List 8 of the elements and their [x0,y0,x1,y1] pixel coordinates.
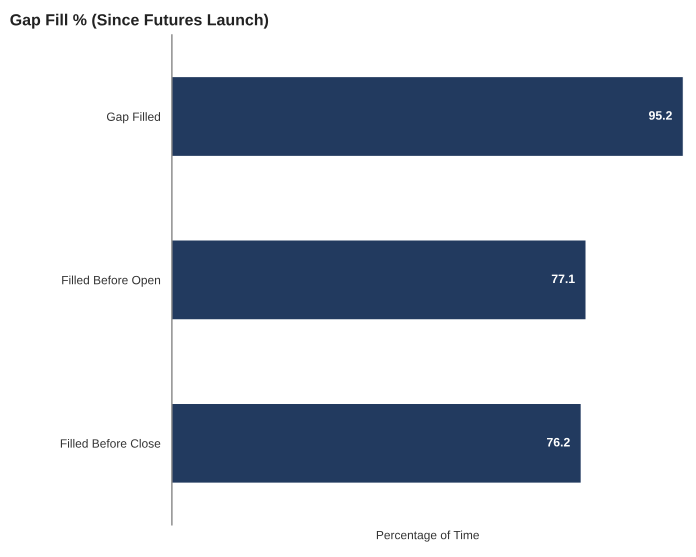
data-label: 76.2 [547,438,570,447]
y-tick-label: Gap Filled [106,112,160,124]
x-axis-title: Percentage of Time [376,530,479,542]
y-tick-label: Filled Before Open [62,276,160,287]
y-tick-label: Filled Before Close [60,438,160,448]
data-label: 95.2 [649,111,672,120]
data-label: 77.1 [552,274,575,284]
chart-title: Gap Fill % (Since Futures Launch) [10,14,268,29]
